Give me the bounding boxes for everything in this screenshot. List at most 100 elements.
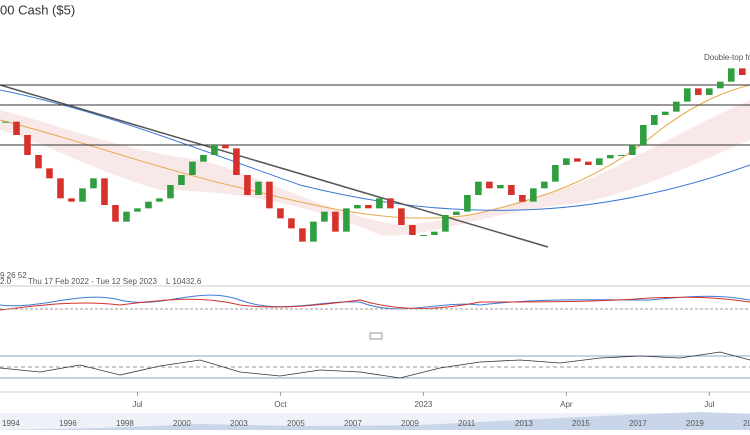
candle — [530, 188, 537, 202]
candle — [24, 135, 31, 155]
candle — [640, 125, 647, 145]
date-range: Thu 17 Feb 2022 - Tue 12 Sep 2023 — [28, 277, 158, 286]
candle — [222, 145, 229, 149]
candle — [57, 178, 64, 199]
cloud — [0, 100, 750, 236]
candle — [475, 181, 482, 195]
candle — [453, 211, 460, 215]
candle — [35, 155, 42, 169]
candle — [409, 225, 416, 235]
candle — [574, 158, 581, 162]
candle — [497, 185, 504, 189]
candle — [420, 235, 427, 236]
candle — [343, 208, 350, 232]
navigator-area — [0, 412, 750, 430]
navigator-year: 2007 — [344, 419, 362, 428]
candle — [442, 215, 449, 232]
x-tick-label: Apr — [560, 400, 573, 409]
candle — [299, 228, 306, 242]
candle — [68, 198, 75, 202]
candle — [684, 88, 691, 102]
annotation: Double-top form — [704, 53, 750, 62]
navigator-year: 2013 — [515, 419, 533, 428]
moving-average — [0, 84, 750, 219]
macd-line — [0, 294, 750, 310]
indicator-params: 9 26 52 — [0, 271, 27, 280]
candle — [387, 198, 394, 209]
candle — [607, 155, 614, 159]
candle — [695, 88, 702, 95]
navigator-year: 2015 — [572, 419, 590, 428]
navigator-year: 2009 — [401, 419, 419, 428]
candle — [728, 68, 735, 82]
candle — [123, 211, 130, 222]
candle — [673, 101, 680, 112]
x-tick-label: Jul — [132, 400, 142, 409]
navigator-year: 1994 — [2, 419, 20, 428]
candle — [541, 181, 548, 189]
candle — [255, 181, 262, 195]
candle — [508, 185, 515, 195]
navigator-year: 2019 — [686, 419, 704, 428]
candle — [156, 198, 163, 202]
candle — [310, 221, 317, 242]
navigator-year: 2003 — [230, 419, 248, 428]
navigator-year: 2021 — [743, 419, 750, 428]
candle — [233, 148, 240, 175]
candle — [266, 181, 273, 209]
candle — [563, 158, 570, 165]
navigator-year: 2005 — [287, 419, 305, 428]
indicator-value: 2.0 — [0, 277, 12, 286]
candle — [662, 111, 669, 115]
candle — [101, 178, 108, 205]
candle — [244, 175, 251, 195]
candle — [167, 185, 174, 199]
signal-line — [0, 296, 750, 311]
candle — [464, 195, 471, 212]
candle — [431, 231, 438, 235]
trendline — [0, 84, 549, 248]
candle — [134, 208, 141, 212]
candle — [519, 195, 526, 202]
candle — [651, 115, 658, 125]
candle — [145, 201, 152, 209]
candle — [112, 205, 119, 222]
candle — [365, 205, 372, 209]
candle — [706, 88, 713, 95]
candle — [629, 145, 636, 155]
candle — [739, 68, 746, 75]
navigator-year: 2000 — [173, 419, 191, 428]
moving-average-long — [0, 89, 750, 211]
candle — [552, 165, 559, 182]
rsi-line — [0, 351, 750, 379]
navigator-year: 2017 — [629, 419, 647, 428]
candle — [200, 155, 207, 162]
candle — [354, 205, 361, 209]
candle — [277, 208, 284, 219]
candle — [585, 161, 592, 165]
x-tick-label: 2023 — [414, 400, 432, 409]
candle — [189, 161, 196, 175]
candle — [2, 121, 9, 123]
candle — [486, 181, 493, 189]
navigator-year: 1996 — [59, 419, 77, 428]
x-tick-label: Oct — [274, 400, 287, 409]
navigator-year: 2011 — [458, 419, 476, 428]
candle — [717, 81, 724, 89]
candle — [332, 211, 339, 232]
candle — [211, 145, 218, 155]
low-label: L 10432.6 — [166, 277, 202, 286]
candle — [90, 178, 97, 189]
navigator-year: 1998 — [116, 419, 134, 428]
candle — [596, 158, 603, 165]
candle — [618, 155, 625, 156]
candle — [288, 218, 295, 229]
candle — [79, 188, 86, 202]
candle — [178, 175, 185, 185]
candle — [376, 198, 383, 209]
candle — [321, 211, 328, 222]
panel-toggle[interactable] — [369, 332, 383, 340]
candle — [13, 121, 20, 135]
candle — [398, 208, 405, 225]
x-tick-label: Jul — [704, 400, 714, 409]
